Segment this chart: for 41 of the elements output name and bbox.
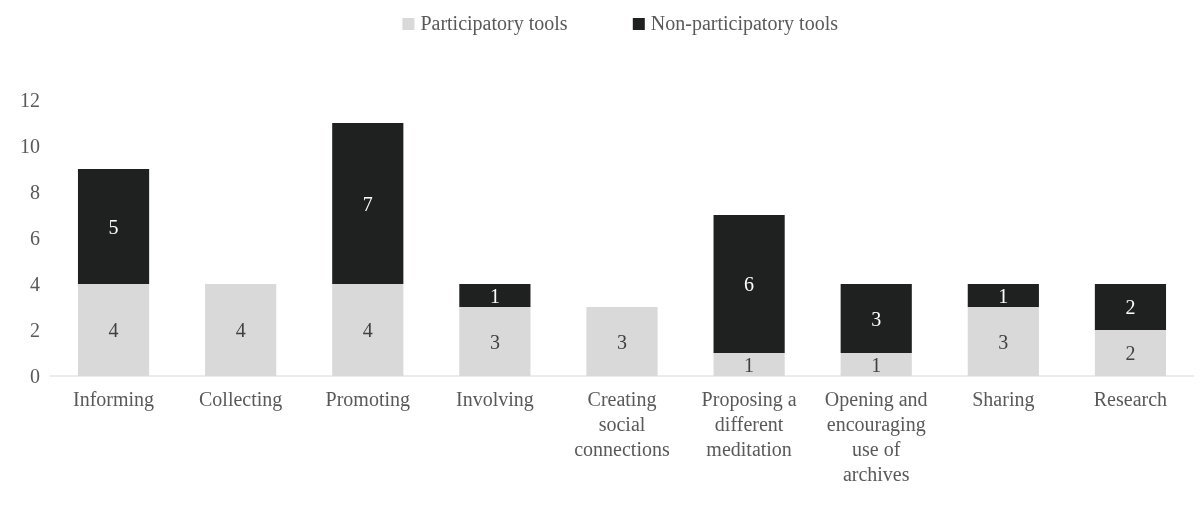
data-label: 1 <box>744 353 755 376</box>
data-label: 1 <box>998 284 1009 307</box>
data-label: 1 <box>489 284 500 307</box>
y-tick-label: 8 <box>30 181 40 203</box>
y-tick-label: 0 <box>30 365 40 387</box>
bar <box>967 284 1039 307</box>
x-tick-label: Sharing <box>972 388 1035 411</box>
bar <box>840 284 912 353</box>
data-label: 7 <box>362 192 373 215</box>
data-label: 2 <box>1125 296 1136 318</box>
y-tick-label: 2 <box>30 319 40 341</box>
data-label: 2 <box>1125 342 1136 364</box>
y-tick-label: 6 <box>30 227 40 249</box>
data-label: 3 <box>617 330 627 353</box>
x-tick-label: Creating social connections <box>574 388 670 460</box>
x-tick-label: Promoting <box>325 388 410 411</box>
data-label: 3 <box>489 330 500 353</box>
data-label: 1 <box>871 353 882 376</box>
bar <box>332 123 404 284</box>
bar <box>77 169 150 284</box>
bar <box>459 284 531 307</box>
data-label: 6 <box>744 273 755 295</box>
data-label: 4 <box>362 319 373 341</box>
y-tick-label: 10 <box>20 135 40 157</box>
x-tick-label: Informing <box>73 388 155 411</box>
y-tick-label: 4 <box>30 273 40 295</box>
x-tick-label: Collecting <box>199 388 283 411</box>
legend-label: Non-participatory tools <box>650 12 839 35</box>
data-label: 5 <box>108 215 119 238</box>
data-label: 3 <box>998 330 1009 353</box>
x-tick-label: Involving <box>456 388 534 411</box>
data-label: 4 <box>108 319 119 341</box>
data-label: 3 <box>871 307 882 330</box>
bar <box>1094 284 1167 330</box>
bar <box>713 215 785 353</box>
y-tick-label: 12 <box>20 89 40 111</box>
x-tick-label: Proposing a different meditation <box>701 388 797 460</box>
x-tick-label: Research <box>1093 388 1168 410</box>
x-tick-label: Opening and encouraging use of archives <box>824 388 928 485</box>
data-label: 4 <box>235 319 246 341</box>
legend-label: Participatory tools <box>420 12 568 35</box>
